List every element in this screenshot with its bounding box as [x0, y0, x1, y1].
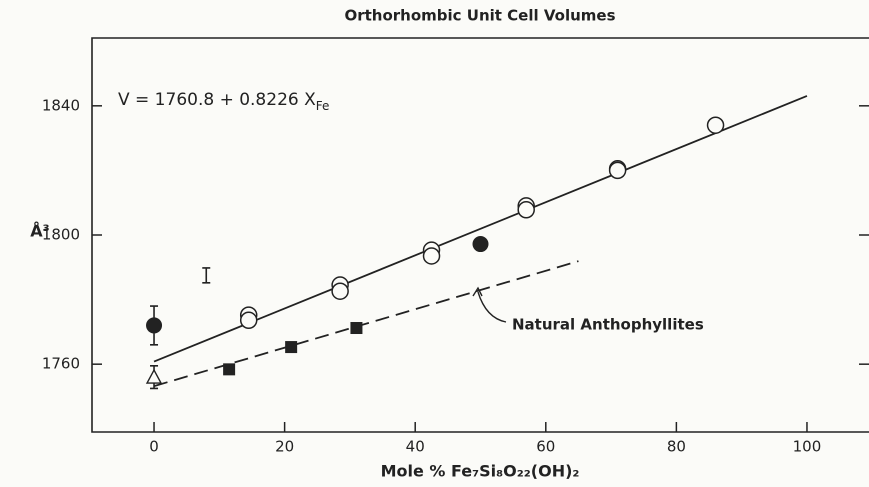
x-tick-label: 100 [793, 438, 822, 456]
point [472, 236, 489, 253]
x-tick-label: 60 [536, 438, 555, 456]
x-tick-label: 0 [149, 438, 159, 456]
y-tick-label: 1760 [42, 355, 80, 373]
point [422, 247, 441, 265]
equation: V = 1760.8 + 0.8226 XFe [118, 90, 329, 113]
annotation-arrow [477, 291, 507, 323]
point [223, 363, 236, 376]
y-tick-label: 1840 [42, 96, 80, 114]
point [239, 311, 258, 330]
x-tick-label: 20 [275, 438, 294, 456]
error-bar [202, 267, 211, 284]
y-axis-label: Å³ [30, 222, 49, 241]
fit-line [153, 95, 808, 363]
point [145, 368, 163, 384]
point [706, 116, 725, 134]
point [146, 317, 163, 334]
point [285, 341, 298, 354]
point [608, 161, 627, 180]
chart-title: Orthorhombic Unit Cell Volumes [344, 7, 615, 25]
arrow-head [472, 286, 483, 297]
x-tick-label: 40 [406, 438, 425, 456]
point [517, 201, 535, 219]
equation-text: V = 1760.8 + 0.8226 X [118, 90, 316, 110]
point [350, 322, 363, 335]
y-tick-label: 1800 [42, 226, 80, 244]
point [331, 282, 349, 300]
x-tick-label: 80 [667, 438, 686, 456]
annotation: Natural Anthophyllites [512, 316, 704, 334]
equation-subscript: Fe [316, 99, 330, 113]
x-axis-label: Mole % Fe₇Si₈O₂₂(OH)₂ [381, 462, 580, 481]
